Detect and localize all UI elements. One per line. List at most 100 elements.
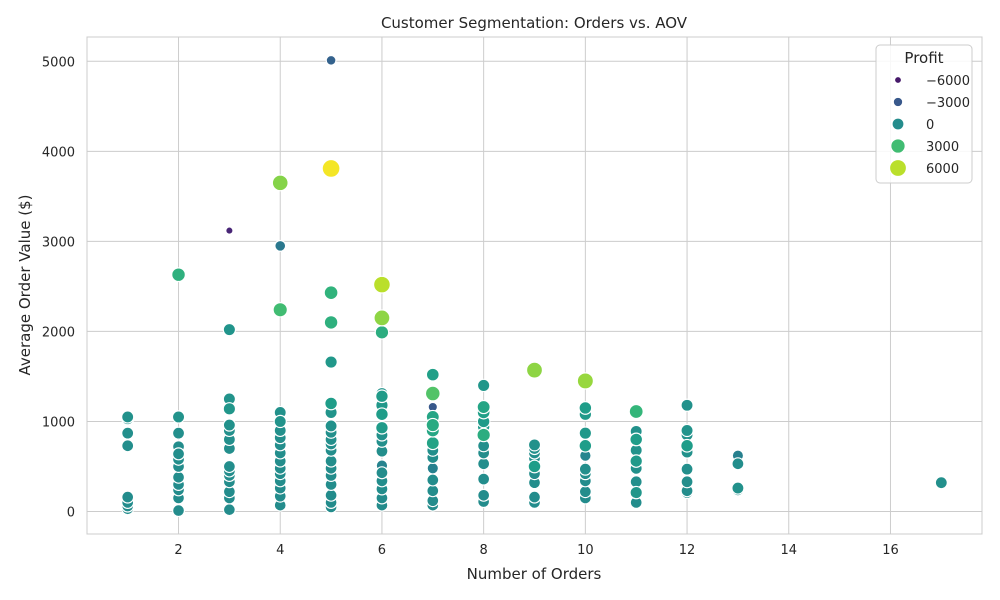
legend-marker [889,159,907,177]
x-tick-label: 14 [780,543,797,558]
data-point [476,427,491,443]
data-point [680,423,694,438]
data-point [731,457,745,471]
data-point [426,484,440,498]
data-point [222,322,237,337]
y-tick-label: 4000 [42,145,75,160]
data-point [425,435,440,451]
data-point [372,275,391,294]
data-point [578,426,593,440]
chart-title: Customer Segmentation: Orders vs. AOV [381,14,688,32]
data-point [271,174,289,192]
data-point [375,420,389,435]
data-point [375,466,389,480]
legend-label: −6000 [926,74,970,89]
y-tick-label: 5000 [42,55,75,70]
data-point [171,410,186,424]
data-point [578,438,593,453]
data-point [171,426,186,440]
data-point [731,481,745,495]
data-point [680,475,694,489]
data-point [273,414,287,429]
data-point [323,315,339,330]
y-tick-label: 0 [67,505,75,520]
data-point [629,485,643,500]
data-point [171,267,186,283]
data-point [425,417,441,433]
data-point [680,398,694,412]
legend-title: Profit [904,49,943,67]
data-point [476,399,491,415]
data-point [121,410,135,424]
data-point [325,54,337,66]
data-point [222,418,237,432]
data-point [578,485,592,499]
data-point [476,378,491,393]
data-point [172,470,186,484]
legend-marker [892,96,904,108]
data-points [121,54,948,518]
data-point [222,402,237,416]
data-point [172,504,186,518]
data-point [324,488,338,502]
data-point [629,432,644,447]
data-point [375,407,389,422]
data-point [375,389,389,404]
data-point [578,401,593,415]
y-tick-labels: 0 1000 2000 3000 4000 5000 [42,55,75,520]
data-point [374,324,390,340]
data-point [171,447,186,461]
legend-marker [890,138,906,154]
x-tick-labels: 2 4 6 8 10 12 14 16 [174,543,898,558]
legend-label: 0 [926,118,934,133]
x-tick-label: 16 [882,543,899,558]
y-axis-label: Average Order Value ($) [16,195,34,376]
data-point [272,302,288,318]
y-tick-label: 2000 [42,325,75,340]
legend: Profit −6000 −3000 0 3000 6000 [875,44,973,184]
data-point [121,439,135,453]
data-point [680,462,694,476]
data-point [477,488,491,502]
x-tick-label: 8 [480,543,488,558]
data-point [477,457,491,471]
data-point [680,438,694,453]
data-point [222,459,236,474]
y-tick-label: 3000 [42,235,75,250]
data-point [525,361,544,379]
data-point [274,239,287,252]
data-point [527,438,542,452]
legend-entries: −6000 −3000 0 3000 6000 [889,74,970,177]
data-point [373,309,391,327]
data-point [578,462,592,476]
data-point [576,372,595,390]
y-tick-label: 1000 [42,415,75,430]
legend-label: 6000 [926,162,959,177]
x-tick-label: 2 [174,543,182,558]
data-point [121,426,135,440]
x-tick-label: 6 [378,543,386,558]
data-point [121,490,135,504]
data-point [324,396,339,411]
data-point [477,472,491,486]
legend-label: 3000 [926,140,959,155]
legend-marker [894,76,902,84]
data-point [426,462,440,475]
data-point [628,403,644,420]
x-tick-label: 10 [577,543,594,558]
x-axis-label: Number of Orders [467,565,602,583]
data-point [527,490,542,504]
data-point [424,385,441,402]
legend-marker [891,117,905,131]
data-point [527,459,542,474]
data-point [324,454,338,468]
data-point [321,158,341,178]
data-point [324,355,338,369]
data-point [426,473,440,487]
data-point [425,367,440,382]
x-tick-label: 4 [276,543,284,558]
legend-label: −3000 [926,96,970,111]
data-point [934,476,948,490]
data-point [225,226,234,235]
